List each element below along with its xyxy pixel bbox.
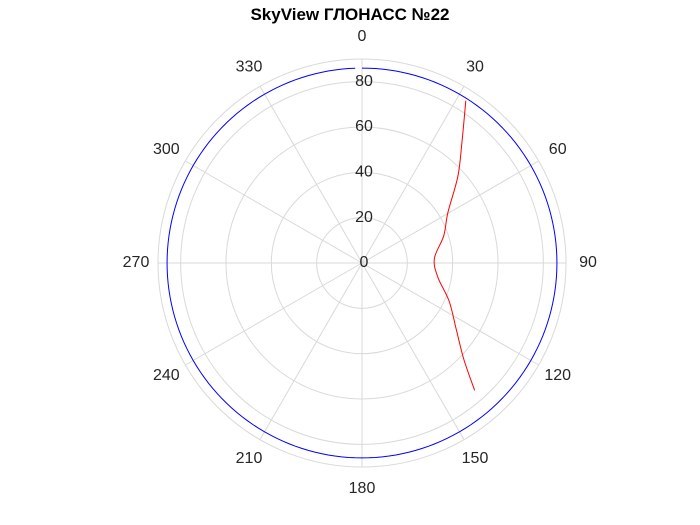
r-tick-label: 20: [355, 209, 373, 226]
theta-tick-label: 240: [153, 367, 180, 384]
theta-grid-spoke: [361, 86, 465, 264]
theta-tick-label: 180: [349, 480, 376, 497]
theta-tick-label: 300: [153, 141, 180, 158]
theta-tick-label: 60: [549, 141, 567, 158]
theta-grid-spoke: [259, 86, 363, 264]
theta-tick-label: 0: [358, 28, 367, 45]
chart-title: SkyView ГЛОНАСС №22: [250, 5, 450, 24]
theta-grid-spoke: [361, 262, 539, 366]
theta-tick-label: 270: [123, 254, 150, 271]
theta-grid-spoke: [361, 262, 465, 440]
theta-grid-spoke: [259, 262, 363, 440]
theta-tick-label: 120: [544, 367, 571, 384]
r-tick-label: 0: [360, 254, 369, 271]
theta-tick-label: 330: [236, 59, 263, 76]
r-tick-label: 60: [355, 118, 373, 135]
theta-grid-spoke: [185, 262, 363, 366]
theta-tick-label: 150: [462, 450, 489, 467]
theta-grid-spoke: [361, 160, 539, 264]
theta-tick-label: 210: [236, 450, 263, 467]
series-line-2: [433, 100, 476, 391]
theta-tick-label: 90: [579, 254, 597, 271]
theta-tick-labels: 0 30 60 90 120 150 180 210 240 270 300 330: [123, 28, 597, 497]
theta-tick-label: 30: [466, 59, 484, 76]
series-layer: [166, 67, 558, 459]
r-tick-label: 80: [355, 73, 373, 90]
series-line-1: [166, 67, 558, 459]
r-tick-label: 40: [355, 164, 373, 181]
grid: [157, 58, 567, 468]
r-tick-labels: 0 20 40 60 80: [355, 73, 373, 271]
theta-grid-spoke: [185, 160, 363, 264]
